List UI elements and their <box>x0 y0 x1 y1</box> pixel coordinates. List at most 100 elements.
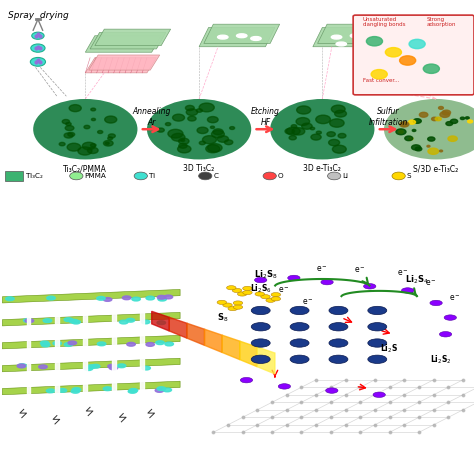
Polygon shape <box>318 24 393 44</box>
Circle shape <box>141 320 150 324</box>
Bar <box>140 328 144 351</box>
Circle shape <box>329 323 348 331</box>
Circle shape <box>263 172 276 180</box>
Circle shape <box>251 323 270 331</box>
Circle shape <box>440 112 450 118</box>
Circle shape <box>168 129 183 138</box>
Circle shape <box>211 130 224 138</box>
Text: e$^-$: e$^-$ <box>317 264 328 273</box>
Text: e$^-$: e$^-$ <box>426 279 437 288</box>
Ellipse shape <box>237 34 247 37</box>
Circle shape <box>105 116 117 123</box>
Circle shape <box>217 136 228 142</box>
Bar <box>83 328 87 351</box>
Text: PMMA: PMMA <box>84 173 106 179</box>
Ellipse shape <box>218 35 228 39</box>
Text: 3D e-Ti₃C₂: 3D e-Ti₃C₂ <box>303 164 341 173</box>
Circle shape <box>423 64 439 73</box>
Bar <box>55 328 59 351</box>
Polygon shape <box>89 55 160 70</box>
Circle shape <box>186 109 198 116</box>
Circle shape <box>331 105 345 113</box>
Circle shape <box>142 366 150 370</box>
Circle shape <box>126 319 135 322</box>
Circle shape <box>329 119 344 127</box>
Circle shape <box>64 318 73 321</box>
Circle shape <box>69 105 81 112</box>
Circle shape <box>165 123 171 126</box>
Circle shape <box>332 145 346 153</box>
Circle shape <box>371 70 387 79</box>
Circle shape <box>444 315 456 320</box>
Circle shape <box>103 298 112 301</box>
Circle shape <box>128 390 137 393</box>
Circle shape <box>117 364 126 368</box>
Circle shape <box>329 339 348 347</box>
Bar <box>140 351 144 374</box>
Text: e$^-$: e$^-$ <box>279 285 290 294</box>
Circle shape <box>465 117 469 119</box>
Circle shape <box>103 387 112 391</box>
Circle shape <box>72 388 81 392</box>
Polygon shape <box>313 27 389 47</box>
Text: Unsaturated: Unsaturated <box>363 17 397 22</box>
Circle shape <box>409 120 416 124</box>
Polygon shape <box>204 329 222 353</box>
Circle shape <box>251 306 270 315</box>
Text: S$_8$: S$_8$ <box>217 311 228 324</box>
Circle shape <box>289 136 296 140</box>
Circle shape <box>33 99 137 159</box>
Circle shape <box>41 343 50 347</box>
Circle shape <box>108 365 116 368</box>
Text: Sulfur: Sulfur <box>377 107 400 116</box>
Circle shape <box>97 296 105 300</box>
Circle shape <box>419 112 428 117</box>
Circle shape <box>109 366 118 370</box>
Circle shape <box>240 377 253 383</box>
Circle shape <box>208 117 218 123</box>
Circle shape <box>400 56 416 65</box>
Text: Etching: Etching <box>251 107 280 116</box>
Circle shape <box>448 136 457 141</box>
Circle shape <box>411 145 420 150</box>
Circle shape <box>91 144 96 147</box>
Circle shape <box>237 292 247 296</box>
Bar <box>140 374 144 397</box>
Circle shape <box>401 123 408 127</box>
Circle shape <box>157 387 165 391</box>
Bar <box>27 351 30 374</box>
Text: e$^-$: e$^-$ <box>355 265 366 275</box>
Circle shape <box>30 57 46 66</box>
Polygon shape <box>85 36 161 52</box>
Circle shape <box>72 320 81 324</box>
Circle shape <box>68 132 75 137</box>
Circle shape <box>290 355 309 364</box>
Circle shape <box>233 301 243 305</box>
Bar <box>83 374 87 397</box>
Circle shape <box>285 128 294 134</box>
Circle shape <box>266 298 275 302</box>
Circle shape <box>328 139 340 146</box>
Circle shape <box>251 339 270 347</box>
Text: Infiltration: Infiltration <box>369 118 409 127</box>
Bar <box>27 305 30 328</box>
Circle shape <box>127 342 135 346</box>
Circle shape <box>213 129 223 135</box>
Circle shape <box>224 140 233 145</box>
Circle shape <box>210 126 215 128</box>
Circle shape <box>373 392 385 398</box>
Bar <box>140 305 144 328</box>
Circle shape <box>87 365 95 369</box>
Circle shape <box>181 139 185 141</box>
Circle shape <box>311 134 321 140</box>
Bar <box>112 374 116 397</box>
Circle shape <box>103 140 113 146</box>
Circle shape <box>467 120 473 123</box>
Polygon shape <box>90 32 166 49</box>
Text: Li$_2$S$_8$: Li$_2$S$_8$ <box>254 269 277 281</box>
Circle shape <box>78 147 92 155</box>
Circle shape <box>229 127 235 129</box>
Circle shape <box>185 105 194 110</box>
Text: Ti₃C₂/PMMA: Ti₃C₂/PMMA <box>64 164 107 173</box>
Circle shape <box>46 389 55 393</box>
